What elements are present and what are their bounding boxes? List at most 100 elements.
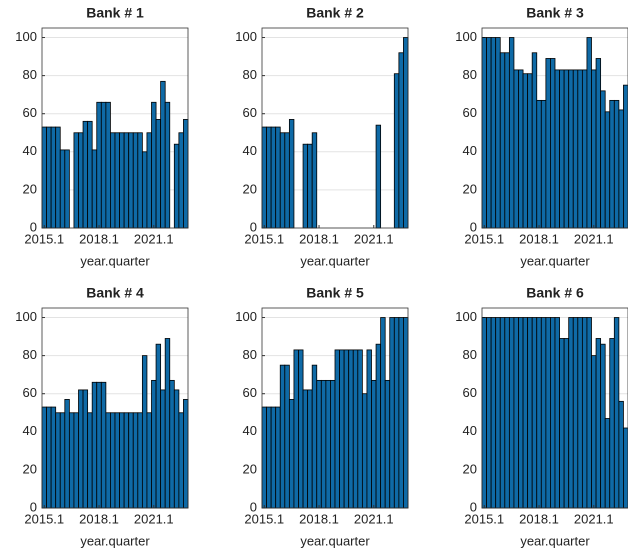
bar — [513, 69, 519, 229]
bar — [266, 126, 272, 229]
bar — [288, 399, 295, 509]
bar — [343, 349, 350, 509]
bar — [504, 52, 510, 229]
chart-title: Bank # 2 — [306, 5, 364, 21]
y-tick-label: 40 — [23, 423, 37, 438]
bar — [352, 349, 359, 509]
y-tick-label: 20 — [243, 181, 257, 196]
bar — [531, 52, 538, 229]
y-tick-label: 40 — [23, 143, 37, 158]
bar — [114, 132, 120, 229]
bar — [357, 349, 363, 509]
bar — [87, 120, 93, 229]
bar — [128, 132, 134, 229]
y-tick-label: 0 — [30, 219, 37, 234]
bar — [403, 317, 409, 509]
bar — [609, 338, 615, 509]
bar — [586, 37, 592, 229]
x-tick-label: 2018.1 — [519, 511, 559, 526]
bar — [595, 338, 602, 509]
x-tick-label: 2018.1 — [299, 231, 339, 246]
bar — [91, 149, 98, 229]
bar — [68, 412, 75, 509]
bar — [554, 69, 560, 229]
bar — [375, 124, 382, 229]
bar — [91, 381, 98, 509]
bar — [114, 412, 120, 509]
bar — [581, 69, 588, 229]
bar — [307, 143, 313, 229]
bar — [183, 399, 189, 509]
bar — [160, 389, 166, 509]
y-tick-label: 60 — [23, 385, 37, 400]
y-tick-label: 60 — [243, 385, 257, 400]
x-tick-label: 2018.1 — [79, 511, 119, 526]
bar — [623, 84, 628, 229]
bar — [288, 119, 295, 229]
bar — [495, 37, 501, 229]
bar — [554, 317, 560, 509]
bar — [536, 317, 542, 509]
y-tick-label: 100 — [235, 309, 257, 324]
bar — [146, 132, 152, 229]
bar — [572, 317, 579, 509]
bar — [55, 126, 61, 229]
y-tick-label: 40 — [243, 143, 257, 158]
y-tick-label: 60 — [463, 105, 477, 120]
y-tick-label: 20 — [463, 461, 477, 476]
bar — [311, 132, 318, 229]
bar — [522, 73, 529, 229]
bar — [545, 317, 551, 509]
bar — [499, 317, 506, 509]
bar — [119, 132, 125, 229]
bar — [266, 406, 272, 509]
axes-box — [481, 307, 628, 509]
x-tick-label: 2015.1 — [24, 511, 64, 526]
x-tick-label: 2021.1 — [354, 511, 394, 526]
bar — [581, 317, 588, 509]
bar — [508, 317, 515, 509]
y-tick-label: 80 — [23, 347, 37, 362]
bar — [169, 379, 175, 509]
bar — [261, 126, 267, 229]
bar — [495, 317, 501, 509]
bar — [604, 418, 611, 509]
axes-box — [41, 307, 189, 509]
bar — [531, 317, 538, 509]
bar — [96, 101, 102, 229]
bar — [132, 132, 139, 229]
y-tick-label: 20 — [463, 181, 477, 196]
bar — [141, 355, 148, 509]
bar — [46, 406, 52, 509]
bar — [164, 338, 171, 509]
bar — [183, 119, 189, 229]
bar — [577, 69, 583, 229]
y-tick-label: 60 — [463, 385, 477, 400]
bar — [302, 143, 309, 229]
bar — [613, 317, 620, 509]
y-tick-label: 0 — [30, 499, 37, 514]
x-tick-label: 2021.1 — [354, 231, 394, 246]
bar — [508, 37, 515, 229]
bar — [518, 317, 524, 509]
bar — [609, 99, 615, 229]
bar — [137, 412, 143, 509]
bar — [100, 101, 107, 229]
bar — [559, 338, 565, 509]
bar — [568, 317, 574, 509]
x-axis-label: year.quarter — [80, 253, 150, 268]
chart-title: Bank # 5 — [306, 285, 364, 301]
bar — [540, 317, 547, 509]
x-tick-label: 2015.1 — [464, 231, 504, 246]
axes-box — [261, 307, 409, 509]
bar — [178, 132, 184, 229]
bar — [361, 393, 368, 509]
bar — [559, 69, 565, 229]
bar — [490, 317, 497, 509]
bar — [339, 349, 345, 509]
bar — [173, 143, 180, 229]
bar — [563, 338, 570, 509]
bar — [307, 389, 313, 509]
y-tick-label: 20 — [23, 461, 37, 476]
